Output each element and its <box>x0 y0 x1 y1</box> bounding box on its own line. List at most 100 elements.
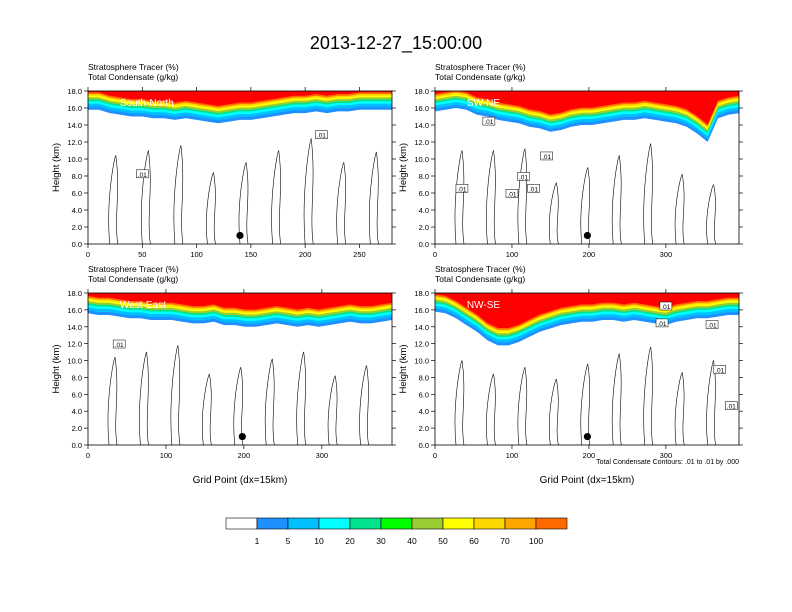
contour-label: .01 <box>727 404 736 411</box>
panel-label-tracer: Stratosphere Tracer (%) <box>88 62 179 72</box>
condensate-contour <box>359 365 369 445</box>
x-tick-label: 250 <box>353 250 366 259</box>
contour-label: .01 <box>529 186 538 193</box>
condensate-contour <box>674 372 685 445</box>
section-label: West-East <box>120 300 166 311</box>
y-tick-label: 16.0 <box>414 306 429 315</box>
x-tick-label: 0 <box>86 451 90 460</box>
y-tick-label: 8.0 <box>419 373 429 382</box>
y-tick-label: 4.0 <box>419 407 429 416</box>
y-axis-label: Height (km) <box>51 344 62 393</box>
condensate-contour <box>368 151 379 244</box>
colorbar-label: 10 <box>314 536 324 546</box>
condensate-contour <box>202 373 212 445</box>
y-tick-label: 2.0 <box>72 223 82 232</box>
y-tick-label: 14.0 <box>414 323 429 332</box>
y-tick-label: 14.0 <box>67 121 82 130</box>
contour-label-box <box>705 320 719 329</box>
contour-label: .01 <box>457 186 466 193</box>
tracer-band <box>88 91 392 106</box>
condensate-contour <box>108 155 119 244</box>
y-tick-label: 18.0 <box>67 289 82 298</box>
x-tick-label: 100 <box>506 451 519 460</box>
colorbar-label: 70 <box>500 536 510 546</box>
y-axis-label: Height (km) <box>398 344 409 393</box>
x-axis-label: Grid Point (dx=15km) <box>540 475 635 486</box>
condensate-contour <box>517 148 528 244</box>
colorbar-label: 50 <box>438 536 448 546</box>
x-tick-label: 300 <box>660 250 673 259</box>
y-tick-label: 0.0 <box>419 441 429 450</box>
tracer-band <box>88 293 392 310</box>
panel-nw-se: Stratosphere Tracer (%)Total Condensate … <box>398 264 743 486</box>
y-tick-label: 2.0 <box>72 424 82 433</box>
location-marker <box>583 231 591 240</box>
contour-label: .01 <box>542 154 551 161</box>
colorbar-label: 1 <box>255 536 260 546</box>
contour-label: .01 <box>715 367 724 374</box>
panel-south-north: Stratosphere Tracer (%)Total Condensate … <box>51 62 396 259</box>
y-tick-label: 10.0 <box>67 357 82 366</box>
colorbar-label: 60 <box>469 536 479 546</box>
y-tick-label: 12.0 <box>67 340 82 349</box>
contour-label-box <box>655 318 669 328</box>
condensate-contour <box>611 353 622 445</box>
contour-label: .01 <box>708 323 717 330</box>
contour-label-box <box>136 169 149 179</box>
panel-label-condensate: Total Condensate (g/kg) <box>88 72 178 82</box>
y-tick-label: 8.0 <box>72 172 82 181</box>
panel-sw-ne: Stratosphere Tracer (%)Total Condensate … <box>398 62 743 259</box>
x-tick-label: 300 <box>316 451 329 460</box>
location-marker <box>583 432 591 441</box>
x-tick-label: 300 <box>660 451 673 460</box>
plot-area: .01 .01 South-North <box>88 91 392 244</box>
condensate-contour <box>549 182 559 244</box>
condensate-contour <box>303 138 314 244</box>
plot-frame <box>87 292 393 446</box>
colorbar-cell <box>225 517 258 530</box>
tracer-band <box>435 91 739 125</box>
condensate-contour <box>549 378 559 445</box>
contour-label-box <box>725 401 738 410</box>
panel-west-east: Stratosphere Tracer (%)Total Condensate … <box>51 264 396 486</box>
y-tick-label: 6.0 <box>419 390 429 399</box>
colorbar-cell <box>411 517 444 530</box>
condensate-contour <box>140 150 151 244</box>
condensate-contour <box>517 366 528 445</box>
panels-group: Stratosphere Tracer (%)Total Condensate … <box>51 62 743 486</box>
tracer-band <box>435 293 739 328</box>
contour-label: .01 <box>138 172 147 179</box>
x-tick-label: 200 <box>583 250 596 259</box>
section-label: SW-NE <box>467 98 500 109</box>
contour-label-box <box>659 301 673 311</box>
condensate-contour <box>674 173 685 244</box>
y-tick-label: 14.0 <box>67 323 82 332</box>
x-tick-label: 100 <box>160 451 173 460</box>
y-axis-label: Height (km) <box>398 143 409 192</box>
condensate-contour <box>271 150 281 244</box>
section-label: NW-SE <box>467 300 500 311</box>
plot-frame <box>434 292 740 446</box>
y-tick-label: 16.0 <box>414 104 429 113</box>
colorbar-cell <box>318 517 351 530</box>
y-tick-label: 4.0 <box>72 407 82 416</box>
condensate-contour <box>706 360 716 445</box>
colorbar-label: 5 <box>286 536 291 546</box>
y-tick-label: 12.0 <box>414 138 429 147</box>
condensate-contour <box>611 155 622 244</box>
contour-label: .01 <box>317 133 326 140</box>
contour-label-box <box>517 172 530 181</box>
colorbar-label: 30 <box>376 536 386 546</box>
y-tick-label: 0.0 <box>72 240 82 249</box>
y-tick-label: 0.0 <box>72 441 82 450</box>
panel-label-tracer: Stratosphere Tracer (%) <box>88 264 179 274</box>
contour-label: .01 <box>484 119 493 126</box>
condensate-contour <box>238 162 249 244</box>
contour-label-box <box>540 151 553 161</box>
condensate-contour <box>486 150 496 244</box>
y-tick-label: 10.0 <box>67 155 82 164</box>
condensate-contour <box>486 373 496 445</box>
x-axis-label: Grid Point (dx=15km) <box>193 475 288 486</box>
condensate-contour <box>107 356 118 445</box>
